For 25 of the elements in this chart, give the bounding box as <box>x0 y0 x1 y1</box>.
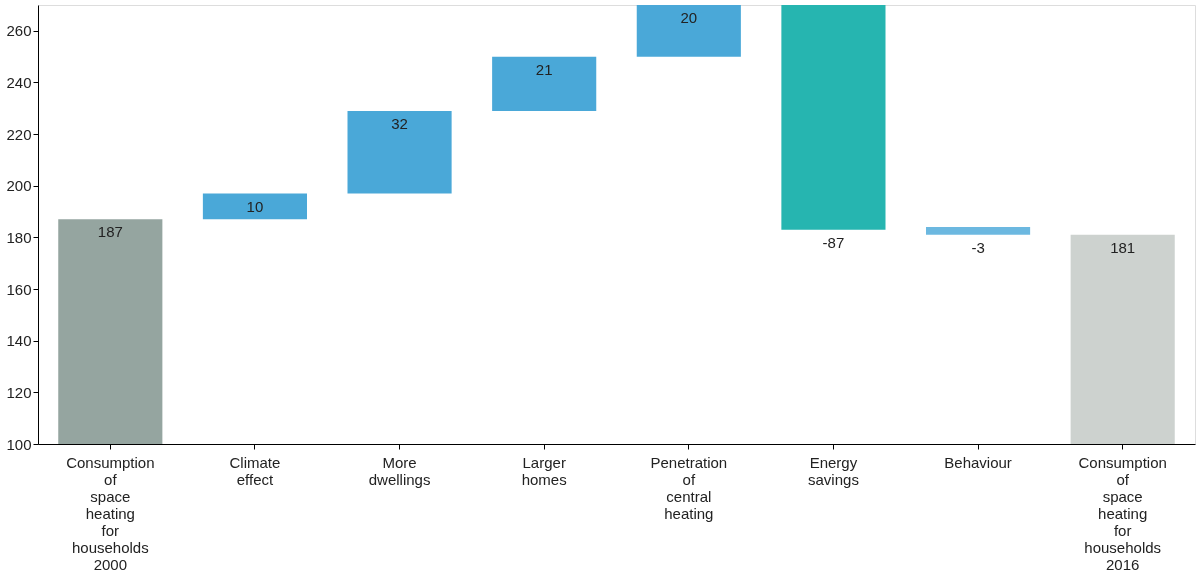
data-label: 32 <box>391 114 408 132</box>
y-tick-label: 240 <box>6 73 32 91</box>
data-label: 181 <box>1110 238 1136 256</box>
data-label: 20 <box>680 9 698 26</box>
y-tick-label: 140 <box>6 332 32 350</box>
y-tick-label: 120 <box>6 383 32 401</box>
data-label: 10 <box>246 197 264 215</box>
y-tick-label: 220 <box>6 125 32 143</box>
x-tick-label: More dwellings <box>368 453 431 488</box>
data-label: 187 <box>97 223 123 241</box>
data-label: -3 <box>971 238 985 256</box>
x-tick-label: Climate effect <box>229 453 281 488</box>
y-tick-label: 260 <box>6 22 32 40</box>
x-tick-label: Behaviour <box>944 453 1012 471</box>
x-tick-label: Larger homes <box>521 453 567 488</box>
y-tick-label: 100 <box>6 435 32 453</box>
y-tick-label: 160 <box>6 280 32 298</box>
y-tick-label: 200 <box>6 177 32 195</box>
x-tick-label: Consumption of space heating for households 2016 <box>1078 453 1167 573</box>
data-label: 21 <box>535 60 553 78</box>
x-tick-label: Penetration of central heating <box>650 453 728 522</box>
x-tick-label: Energy savings <box>808 453 859 488</box>
y-tick-label: 180 <box>6 228 32 246</box>
x-tick-label: Consumption of space heating for households 2000 <box>66 453 155 573</box>
data-label: -87 <box>822 233 845 251</box>
